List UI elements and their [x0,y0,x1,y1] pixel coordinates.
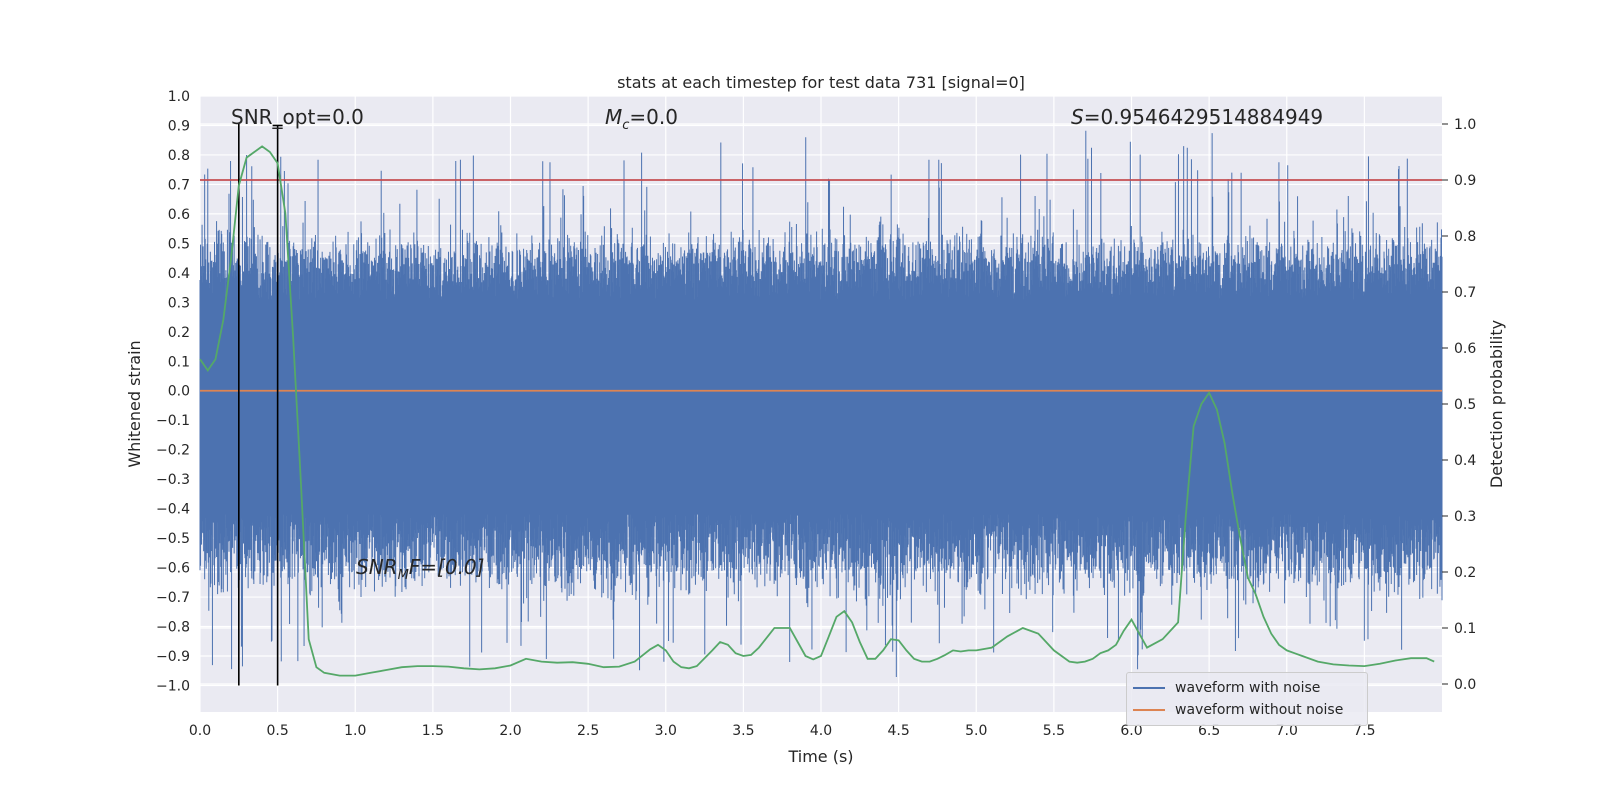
x-tick-label: 6.0 [1120,723,1142,739]
x-tick-label: 7.0 [1276,723,1298,739]
mc-subscript: c [622,118,629,133]
x-tick-label: 4.0 [810,723,832,739]
x-tick-label: 0.0 [189,723,211,739]
x-tick-label: 4.5 [887,723,909,739]
y-left-tick-label: −0.3 [156,472,190,488]
vertical-markers [238,122,283,686]
snr-mf-rest: F=[0.0] [409,555,485,579]
legend-swatch-blue [1133,687,1165,689]
y-right-tick-label: 0.5 [1454,397,1476,413]
y-left-tick-label: 1.0 [168,89,190,105]
annotation-snr-opt: SNR_opt=0.0 [231,105,364,129]
x-tick-label: 3.0 [655,723,677,739]
y-axis-right-label: Detection probability [1487,320,1506,488]
snr-mf-symbol: SNR [356,555,398,579]
y-left-tick-label: −0.6 [156,561,190,577]
mc-value: =0.0 [629,105,678,129]
y-axis-left-ticks: 1.0 0.9 0.8 0.7 0.6 0.5 0.4 0.3 0.2 0.1 0.0 −0.1 −0.… [156,89,190,694]
snr-mf-subscript: M [398,568,409,583]
y-right-tick-label: 0.9 [1454,173,1476,189]
annotation-snr-mf: SNRMF=[0.0] [356,555,484,583]
y-axis-right-ticks: 1.0 0.9 0.8 0.7 0.6 0.5 0.4 0.3 0.2 0.1 0.0 [1442,117,1476,693]
legend-item-with-noise: waveform with noise [1133,678,1320,698]
legend-item-without-noise: waveform without noise [1133,700,1343,720]
annotation-mc: Mc=0.0 [605,105,678,133]
y-right-tick-label: 0.3 [1454,509,1476,525]
x-tick-label: 5.0 [965,723,987,739]
x-tick-label: 1.0 [344,723,366,739]
y-left-tick-label: 0.5 [168,236,190,252]
y-left-tick-label: 0.0 [168,384,190,400]
mc-symbol: M [605,105,622,129]
x-tick-label: 0.5 [266,723,288,739]
y-left-tick-label: −0.5 [156,531,190,547]
y-left-tick-label: 0.6 [168,207,190,223]
x-tick-label: 1.5 [422,723,444,739]
x-tick-label: 2.5 [577,723,599,739]
series-detection-probability [199,145,1435,677]
y-axis-left-label: Whitened strain [125,340,144,467]
x-tick-label: 3.5 [732,723,754,739]
y-left-tick-label: 0.9 [168,118,190,134]
legend-label: waveform with noise [1175,680,1321,696]
y-right-tick-label: 0.8 [1454,229,1476,245]
y-right-tick-label: 0.1 [1454,621,1476,637]
y-right-tick-label: 0.4 [1454,453,1476,469]
y-left-tick-label: −0.4 [156,502,190,518]
y-left-tick-label: −0.2 [156,443,190,459]
s-value: =0.9546429514884949 [1084,105,1323,129]
y-left-tick-label: 0.1 [168,354,190,370]
annotation-s: S=0.9546429514884949 [1071,105,1323,129]
y-left-tick-label: −0.9 [156,649,190,665]
y-right-tick-label: 1.0 [1454,117,1476,133]
x-axis-ticks: 0.0 0.5 1.0 1.5 2.0 2.5 3.0 3.5 4.0 4.5 5.0 5.5 6.0 6… [189,723,1376,739]
y-right-tick-label: 0.7 [1454,285,1476,301]
y-left-tick-label: −0.7 [156,590,190,606]
y-left-tick-label: 0.2 [168,325,190,341]
legend: waveform with noise waveform without noi… [1126,672,1368,726]
s-symbol: S [1071,105,1084,129]
y-left-tick-label: −1.0 [156,678,190,694]
x-tick-label: 7.5 [1353,723,1375,739]
y-right-tick-label: 0.6 [1454,341,1476,357]
noise-trace [199,130,1443,677]
x-tick-label: 5.5 [1043,723,1065,739]
y-left-tick-label: 0.3 [168,295,190,311]
chart-title: stats at each timestep for test data 731… [617,73,1025,92]
x-axis-label: Time (s) [787,747,853,766]
y-left-tick-label: 0.8 [168,148,190,164]
x-tick-label: 2.0 [499,723,521,739]
probability-trace [199,145,1435,677]
legend-swatch-orange [1133,709,1165,711]
series-waveform-with-noise [199,130,1443,677]
y-left-tick-label: −0.8 [156,620,190,636]
y-left-tick-label: −0.1 [156,413,190,429]
y-left-tick-label: 0.7 [168,177,190,193]
legend-label: waveform without noise [1175,702,1344,718]
x-tick-label: 6.5 [1198,723,1220,739]
y-right-tick-label: 0.2 [1454,565,1476,581]
y-right-tick-label: 0.0 [1454,677,1476,693]
y-left-tick-label: 0.4 [168,266,190,282]
